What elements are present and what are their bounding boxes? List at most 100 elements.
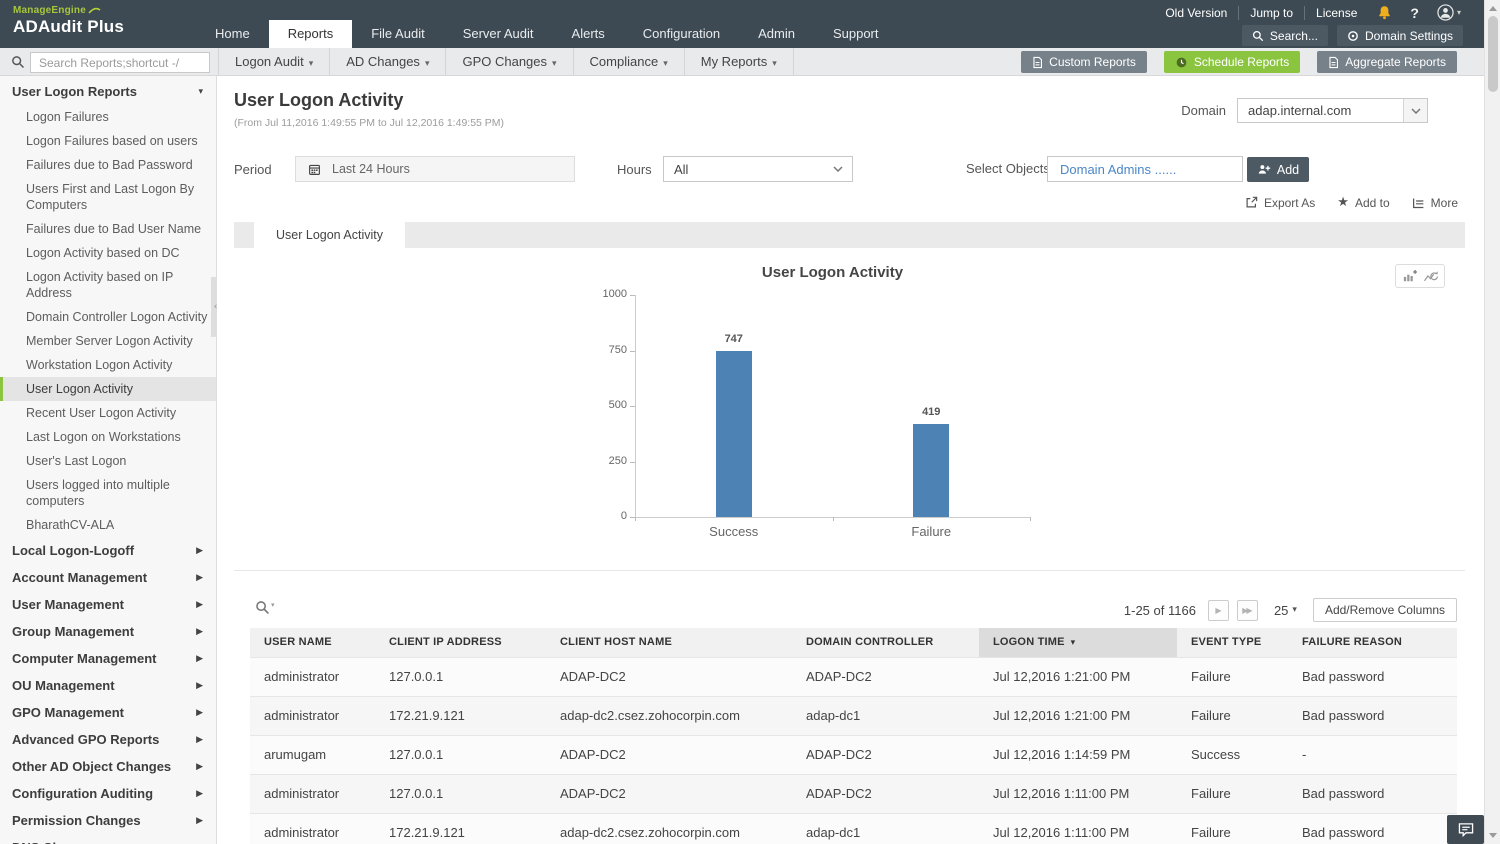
- nav-tab-server-audit[interactable]: Server Audit: [462, 26, 534, 41]
- table-row[interactable]: administrator 127.0.0.1 ADAP-DC2 ADAP-DC2 Ju…: [250, 656, 1457, 696]
- sidebar-item-logon-activity-based-on-ip-address[interactable]: Logon Activity based on IP Address: [26, 270, 174, 300]
- sidebar-item-user-s-last-logon[interactable]: User's Last Logon: [26, 454, 127, 468]
- column-header-failure-reason[interactable]: FAILURE REASON: [1288, 628, 1457, 657]
- user-avatar-icon[interactable]: ▾: [1428, 4, 1470, 21]
- sidebar-item-member-server-logon-activity[interactable]: Member Server Logon Activity: [26, 334, 193, 348]
- sidebar-item-user-logon-activity[interactable]: User Logon Activity: [0, 377, 216, 401]
- pagination: 1-25 of 1166 ▶ ▶▶ 25 ▾ Add/Remove Column…: [1124, 598, 1457, 622]
- nav-tab-file-audit[interactable]: File Audit: [371, 26, 425, 41]
- page-size-dropdown[interactable]: 25 ▾: [1274, 603, 1297, 618]
- feedback-chat-button[interactable]: [1447, 815, 1484, 844]
- sidebar-item-domain-controller-logon-activity[interactable]: Domain Controller Logon Activity: [26, 310, 208, 324]
- menu-compliance[interactable]: Compliance ▾: [572, 48, 684, 76]
- main-content: User Logon Activity (From Jul 11,2016 1:…: [217, 76, 1484, 844]
- sidebar-item-bharathcv-ala[interactable]: BharathCV-ALA: [26, 518, 115, 532]
- sidebar-section-ou-management[interactable]: OU Management ▶: [12, 678, 203, 693]
- scroll-up-arrow-icon[interactable]: [1489, 6, 1497, 11]
- sidebar-item-users-logged-into-multiple-computers[interactable]: Users logged into multiple computers: [26, 478, 170, 508]
- hours-select[interactable]: All: [663, 156, 853, 182]
- sidebar-section-advanced-gpo-reports[interactable]: Advanced GPO Reports ▶: [12, 732, 203, 747]
- sidebar-item-failures-due-to-bad-user-name[interactable]: Failures due to Bad User Name: [26, 222, 202, 236]
- sidebar-section-local-logon-logoff[interactable]: Local Logon-Logoff ▶: [12, 543, 203, 558]
- sidebar-item-logon-failures[interactable]: Logon Failures: [26, 110, 109, 124]
- sidebar-section-user-logon-reports[interactable]: User Logon Reports ▾: [12, 84, 203, 99]
- sidebar-item-logon-activity-based-on-dc[interactable]: Logon Activity based on DC: [26, 246, 180, 260]
- global-search-button[interactable]: Search...: [1241, 25, 1328, 46]
- add-to-button[interactable]: ★ Add to: [1337, 195, 1390, 210]
- sidebar-section-gpo-management[interactable]: GPO Management ▶: [12, 705, 203, 720]
- nav-tab-admin[interactable]: Admin: [758, 26, 795, 41]
- menu-gpo-changes[interactable]: GPO Changes ▾: [445, 48, 572, 76]
- utility-link-old-version[interactable]: Old Version: [1154, 5, 1240, 20]
- table-search-icon[interactable]: ▾: [255, 600, 275, 615]
- table-row[interactable]: administrator 127.0.0.1 ADAP-DC2 ADAP-DC2 Ju…: [250, 773, 1457, 813]
- add-objects-button[interactable]: Add: [1247, 157, 1309, 182]
- column-header-domain-controller[interactable]: DOMAIN CONTROLLER: [792, 628, 979, 657]
- table-cell: Failure: [1177, 773, 1288, 813]
- column-header-user-name[interactable]: USER NAME: [250, 628, 375, 657]
- sidebar-item-logon-failures-based-on-users[interactable]: Logon Failures based on users: [26, 134, 198, 148]
- table-row[interactable]: arumugam 127.0.0.1 ADAP-DC2 ADAP-DC2 Jul 12,…: [250, 734, 1457, 774]
- chart-panel: [234, 248, 1465, 571]
- tab-user-logon-activity[interactable]: User Logon Activity: [254, 222, 405, 248]
- nav-tab-support[interactable]: Support: [832, 26, 879, 41]
- sidebar-collapse-handle[interactable]: ‹: [211, 277, 220, 337]
- notification-bell-icon[interactable]: [1368, 5, 1401, 20]
- aggregate-reports-button[interactable]: Aggregate Reports: [1317, 51, 1457, 73]
- export-as-button[interactable]: Export As: [1245, 195, 1315, 210]
- chart-refresh-icon[interactable]: [1423, 269, 1439, 283]
- domain-label: Domain: [1181, 103, 1226, 118]
- page-scrollbar[interactable]: [1484, 0, 1500, 844]
- sidebar-item-recent-user-logon-activity[interactable]: Recent User Logon Activity: [26, 406, 177, 420]
- sidebar-item-workstation-logon-activity[interactable]: Workstation Logon Activity: [26, 358, 173, 372]
- column-header-client-host-name[interactable]: CLIENT HOST NAME: [546, 628, 792, 657]
- sidebar-section-user-management[interactable]: User Management ▶: [12, 597, 203, 612]
- table-row[interactable]: administrator 172.21.9.121 adap-dc2.csez.z…: [250, 812, 1457, 844]
- report-icon: [1033, 56, 1043, 68]
- sidebar-section-account-management[interactable]: Account Management ▶: [12, 570, 203, 585]
- sidebar-section-other-ad-object-changes[interactable]: Other AD Object Changes ▶: [12, 759, 203, 774]
- select-objects-input[interactable]: Domain Admins ......: [1047, 156, 1243, 182]
- sidebar-search-icon[interactable]: [11, 55, 25, 74]
- scrollbar-thumb[interactable]: [1488, 16, 1498, 92]
- column-header-event-type[interactable]: EVENT TYPE: [1177, 628, 1288, 657]
- sidebar-item-last-logon-on-workstations[interactable]: Last Logon on Workstations: [26, 430, 181, 444]
- domain-select[interactable]: adap.internal.com: [1237, 98, 1428, 123]
- sidebar-section-permission-changes[interactable]: Permission Changes ▶: [12, 813, 203, 828]
- help-icon[interactable]: ?: [1401, 5, 1428, 21]
- scroll-down-arrow-icon[interactable]: [1489, 833, 1497, 838]
- chart-type-add-icon[interactable]: [1402, 269, 1418, 283]
- nav-tab-home[interactable]: Home: [215, 26, 250, 41]
- nav-tab-configuration[interactable]: Configuration: [642, 26, 721, 41]
- column-header-client-ip-address[interactable]: CLIENT IP ADDRESS: [375, 628, 546, 657]
- sidebar-section-configuration-auditing[interactable]: Configuration Auditing ▶: [12, 786, 203, 801]
- sidebar-item-failures-due-to-bad-password[interactable]: Failures due to Bad Password: [26, 158, 193, 172]
- table-row[interactable]: administrator 172.21.9.121 adap-dc2.csez.z…: [250, 695, 1457, 735]
- menu-ad-changes[interactable]: AD Changes ▾: [329, 48, 445, 76]
- menu-my-reports[interactable]: My Reports ▾: [683, 48, 794, 76]
- nav-tab-alerts[interactable]: Alerts: [571, 26, 605, 41]
- period-picker[interactable]: Last 24 Hours: [295, 156, 575, 182]
- sidebar-section-computer-management[interactable]: Computer Management ▶: [12, 651, 203, 666]
- bar-success[interactable]: [715, 351, 752, 517]
- utility-link-license[interactable]: License: [1316, 5, 1358, 20]
- sidebar-section-dns-changes[interactable]: DNS Changes▶: [0, 834, 216, 844]
- brand-logo[interactable]: ManageEngine ADAudit Plus: [13, 5, 124, 37]
- nav-tab-reports[interactable]: Reports: [268, 20, 353, 48]
- add-remove-columns-button[interactable]: Add/Remove Columns: [1312, 598, 1457, 622]
- table-cell: Failure: [1177, 695, 1288, 735]
- sidebar-section-group-management[interactable]: Group Management ▶: [12, 624, 203, 639]
- sort-caret-down-icon: ▾: [1070, 638, 1076, 649]
- domain-settings-button[interactable]: Domain Settings: [1336, 25, 1463, 46]
- bar-failure[interactable]: [913, 423, 950, 517]
- next-page-button[interactable]: ▶: [1207, 599, 1229, 621]
- utility-link-jump-to[interactable]: Jump to: [1239, 5, 1306, 20]
- sidebar-item-users-first-and-last-logon-by-computers[interactable]: Users First and Last Logon By Computers: [26, 182, 195, 212]
- report-search-input[interactable]: [30, 52, 210, 73]
- custom-reports-button[interactable]: Custom Reports: [1021, 51, 1147, 73]
- schedule-reports-button[interactable]: Schedule Reports: [1163, 51, 1301, 73]
- last-page-button[interactable]: ▶▶: [1236, 599, 1258, 621]
- column-header-logon-time[interactable]: LOGON TIME ▾: [979, 628, 1177, 657]
- more-button[interactable]: More: [1412, 195, 1458, 210]
- menu-logon-audit[interactable]: Logon Audit ▾: [218, 48, 329, 76]
